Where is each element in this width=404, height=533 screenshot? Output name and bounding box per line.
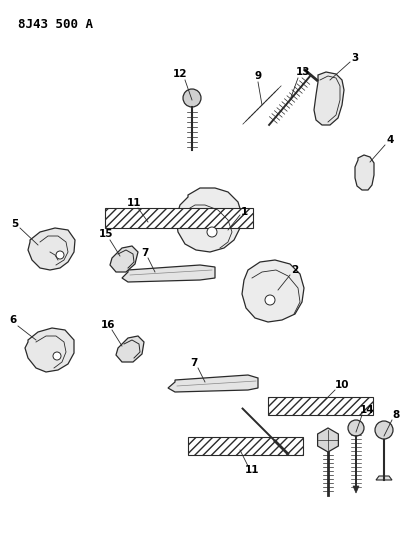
Text: 6: 6 (9, 315, 17, 325)
Polygon shape (110, 246, 138, 272)
Polygon shape (122, 265, 215, 282)
Text: 3: 3 (351, 53, 359, 63)
Polygon shape (168, 375, 258, 392)
Text: 8J43 500 A: 8J43 500 A (18, 18, 93, 31)
Polygon shape (242, 260, 304, 322)
Text: 11: 11 (245, 465, 259, 475)
Text: 9: 9 (255, 71, 261, 81)
Bar (268, 397, 373, 415)
Text: 5: 5 (11, 219, 19, 229)
Circle shape (375, 421, 393, 439)
Text: 15: 15 (99, 229, 113, 239)
Text: 2: 2 (291, 265, 299, 275)
Text: 14: 14 (360, 405, 375, 415)
Polygon shape (25, 328, 74, 372)
Text: 7: 7 (190, 358, 198, 368)
Circle shape (265, 295, 275, 305)
Text: 12: 12 (173, 69, 187, 79)
Polygon shape (376, 476, 392, 480)
Bar (188, 437, 303, 455)
Circle shape (183, 89, 201, 107)
Bar (105, 208, 253, 228)
Polygon shape (28, 228, 75, 270)
Text: 4: 4 (386, 135, 393, 145)
Text: 8: 8 (392, 410, 400, 420)
Text: 10: 10 (335, 380, 349, 390)
Polygon shape (318, 428, 339, 452)
Text: 11: 11 (127, 198, 141, 208)
Text: 7: 7 (141, 248, 149, 258)
Polygon shape (353, 486, 359, 493)
Polygon shape (355, 155, 374, 190)
Circle shape (348, 420, 364, 436)
Circle shape (53, 352, 61, 360)
Text: 1: 1 (240, 207, 248, 217)
Circle shape (56, 251, 64, 259)
Polygon shape (176, 188, 242, 252)
Text: 13: 13 (296, 67, 310, 77)
Polygon shape (116, 336, 144, 362)
Polygon shape (314, 72, 344, 125)
Circle shape (207, 227, 217, 237)
Text: 16: 16 (101, 320, 115, 330)
